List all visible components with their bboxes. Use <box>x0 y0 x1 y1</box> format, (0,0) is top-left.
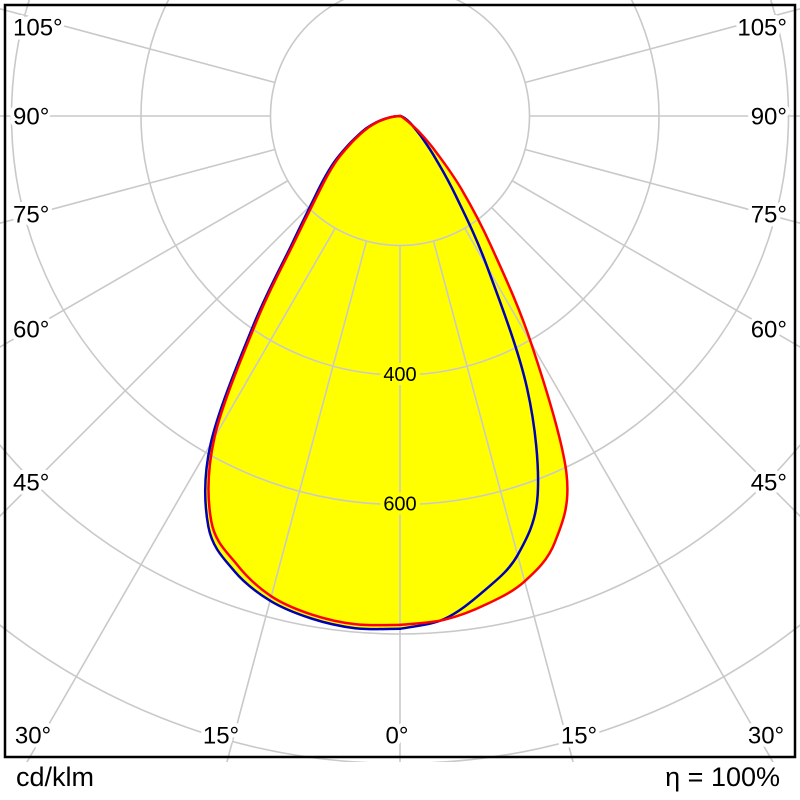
grid-spoke-60 <box>511 180 800 348</box>
angle-label-right-75°: 75° <box>751 202 787 229</box>
unit-label: cd/klm <box>16 762 95 792</box>
angle-label-right-90°: 90° <box>751 104 787 131</box>
angle-label-bottom-15°: 15° <box>561 723 597 750</box>
grid-spoke-60 <box>0 180 289 348</box>
angle-label-left-75°: 75° <box>13 202 49 229</box>
efficiency-label: η = 100% <box>665 762 780 792</box>
angle-label-left-45°: 45° <box>13 470 49 497</box>
grid-spoke-105 <box>524 7 800 84</box>
angle-label-right-60°: 60° <box>751 317 787 344</box>
grid-spoke-45 <box>0 207 309 518</box>
angle-label-bottom-30°: 30° <box>748 723 784 750</box>
radial-value-label-600: 600 <box>383 494 416 516</box>
grid-spoke-105 <box>0 7 276 84</box>
angle-label-bottom-15°: 15° <box>203 723 239 750</box>
angle-label-bottom-0°: 0° <box>386 723 409 750</box>
grid-spoke-30 <box>26 227 336 762</box>
grid-spoke-30 <box>464 227 774 762</box>
radial-value-label-400: 400 <box>383 364 416 386</box>
angle-label-left-105°: 105° <box>13 15 63 42</box>
angle-label-bottom-30°: 30° <box>15 723 51 750</box>
chart-frame <box>3 3 797 759</box>
intensity-curve-C90-C270 <box>207 114 569 627</box>
angle-label-left-60°: 60° <box>13 317 49 344</box>
angle-label-left-90°: 90° <box>13 104 49 131</box>
grid-spoke-75 <box>0 148 276 225</box>
grid-spoke-75 <box>524 148 800 225</box>
grid-spoke-45 <box>491 207 800 518</box>
angle-label-right-45°: 45° <box>751 470 787 497</box>
angle-label-right-105°: 105° <box>737 15 787 42</box>
